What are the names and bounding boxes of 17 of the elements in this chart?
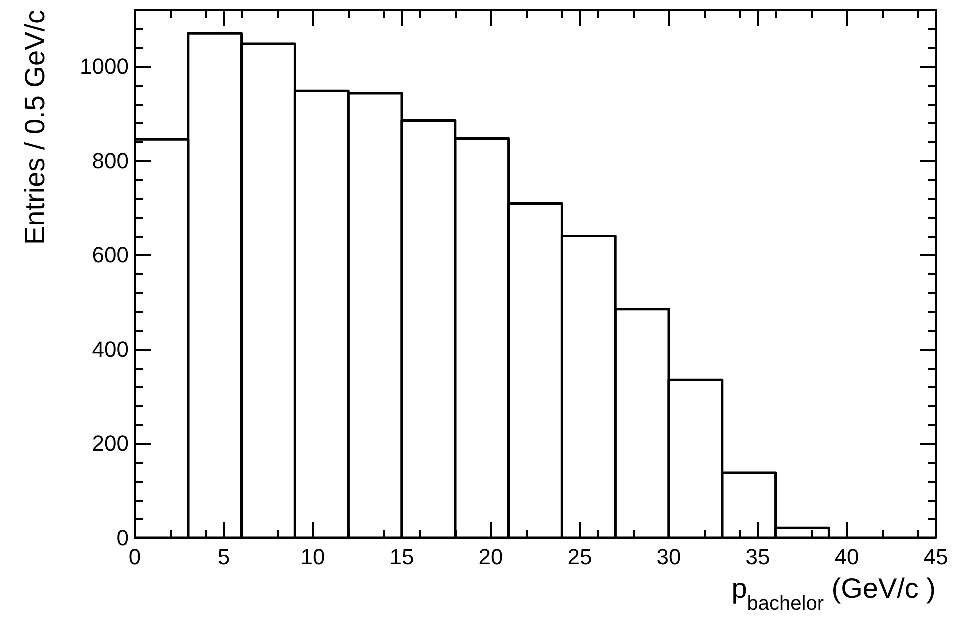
x-tick-label: 5 (218, 544, 230, 570)
y-tick-label: 1000 (80, 54, 129, 80)
x-axis-title: p$_{bachelor}$ (GeV/c ) (732, 572, 936, 615)
y-tick-label: 800 (92, 148, 129, 174)
y-tick-label: 200 (92, 431, 129, 456)
x-tick-label: 10 (300, 544, 326, 570)
x-tick-label: 30 (656, 544, 682, 570)
y-axis-title: Entries / 0.5 GeV/c (20, 10, 50, 245)
x-tick-label: 35 (746, 544, 770, 570)
x-tick-label: 40 (834, 544, 860, 570)
x-tick-label: 15 (390, 544, 414, 570)
y-tick-label: 600 (92, 242, 129, 268)
y-tick-label: 0 (116, 526, 129, 550)
x-tick-label: 25 (568, 544, 592, 570)
y-tick-label: 400 (92, 336, 129, 362)
x-tick-label: 45 (924, 544, 948, 570)
x-tick-label: 20 (478, 544, 504, 570)
